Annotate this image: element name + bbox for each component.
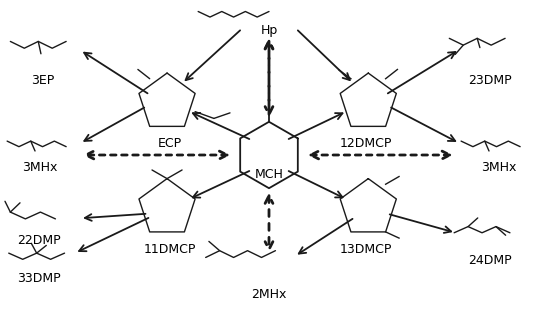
Text: 24DMP: 24DMP bbox=[468, 254, 512, 267]
Text: 3EP: 3EP bbox=[31, 74, 54, 87]
Text: 22DMP: 22DMP bbox=[18, 234, 61, 247]
Text: 33DMP: 33DMP bbox=[18, 272, 61, 285]
Text: Hp: Hp bbox=[260, 24, 278, 37]
Text: 12DMCP: 12DMCP bbox=[339, 137, 392, 150]
Text: 3MHx: 3MHx bbox=[22, 162, 57, 175]
Text: 3MHx: 3MHx bbox=[481, 162, 516, 175]
Text: 2MHx: 2MHx bbox=[251, 288, 287, 301]
Text: 23DMP: 23DMP bbox=[468, 74, 512, 87]
Text: ECP: ECP bbox=[158, 137, 182, 150]
Text: 13DMCP: 13DMCP bbox=[339, 243, 392, 256]
Text: MCH: MCH bbox=[254, 168, 284, 181]
Text: 11DMCP: 11DMCP bbox=[144, 243, 196, 256]
